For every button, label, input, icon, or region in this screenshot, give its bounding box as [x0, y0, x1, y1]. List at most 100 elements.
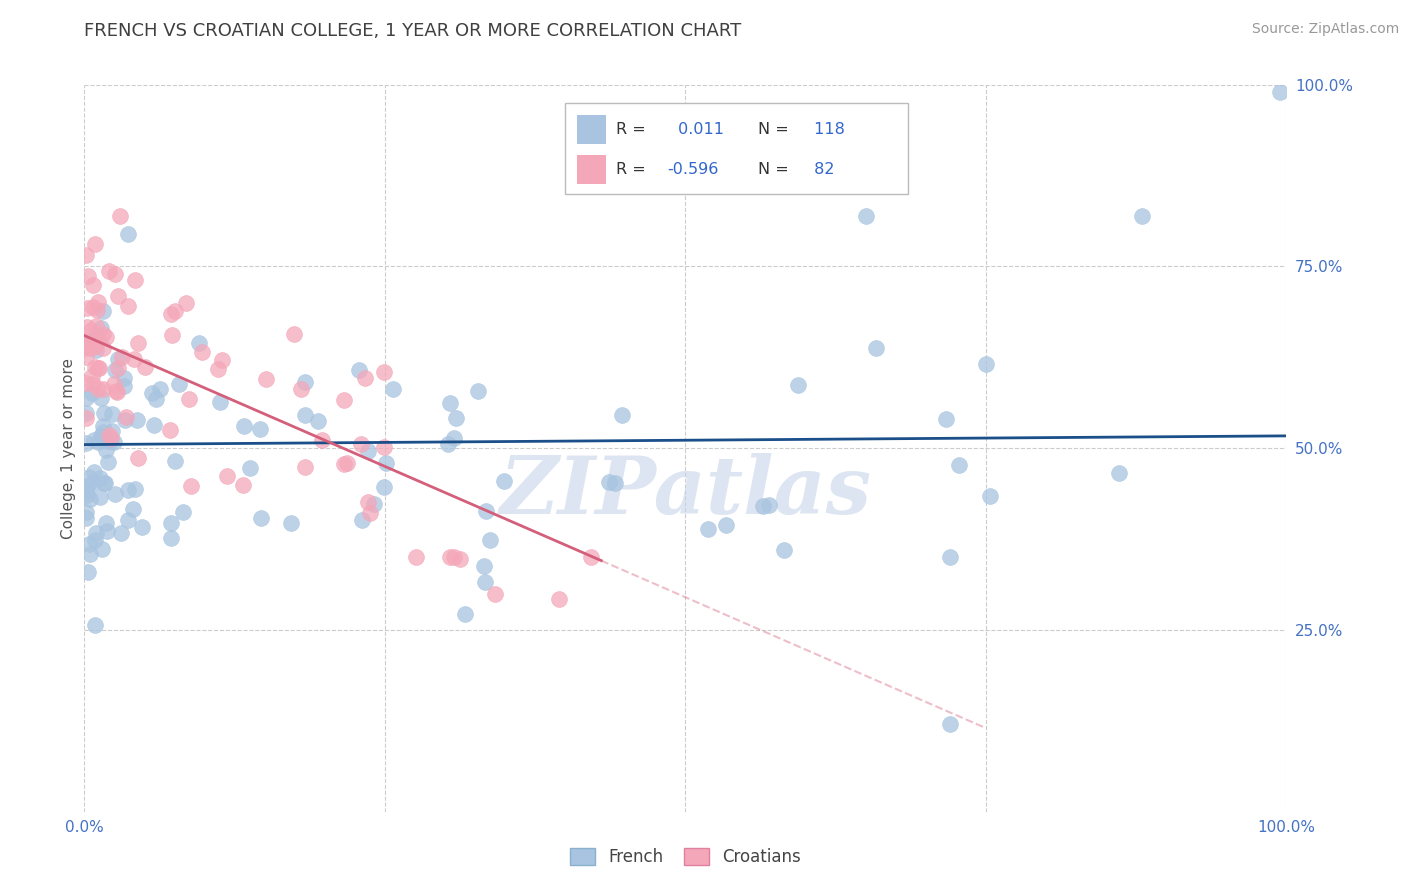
Point	[77, 269, 100, 284]
Point	[696, 523, 718, 537]
Point	[83, 340, 105, 354]
Text: N =: N =	[758, 121, 789, 136]
Point	[167, 376, 190, 391]
Point	[87, 361, 110, 376]
Point	[188, 335, 211, 350]
Point	[107, 289, 129, 303]
Point	[112, 370, 135, 384]
Point	[80, 338, 103, 352]
Point	[107, 385, 129, 400]
Point	[359, 506, 381, 520]
Point	[165, 304, 187, 318]
Point	[217, 468, 239, 483]
Point	[948, 458, 970, 473]
Point	[439, 396, 461, 410]
Point	[598, 475, 620, 490]
Point	[357, 444, 380, 458]
Point	[127, 336, 149, 351]
Text: -0.596: -0.596	[668, 161, 718, 177]
Point	[1130, 209, 1153, 223]
Point	[231, 477, 253, 491]
Point	[603, 476, 626, 491]
Point	[333, 457, 356, 471]
Point	[75, 340, 97, 354]
Point	[100, 431, 122, 445]
Point	[353, 371, 375, 385]
Point	[87, 295, 110, 310]
Point	[159, 307, 181, 321]
Legend: French, Croatians: French, Croatians	[564, 841, 807, 872]
Point	[474, 575, 496, 590]
Point	[75, 248, 97, 262]
Point	[107, 352, 129, 367]
Point	[444, 411, 467, 425]
Point	[211, 352, 233, 367]
Point	[96, 442, 118, 457]
Point	[83, 533, 105, 547]
Point	[714, 518, 737, 533]
Y-axis label: College, 1 year or more: College, 1 year or more	[60, 358, 76, 539]
Point	[87, 435, 110, 450]
Point	[283, 326, 305, 341]
Point	[93, 406, 115, 420]
Point	[548, 591, 571, 606]
Point	[104, 486, 127, 500]
Point	[443, 432, 465, 446]
Point	[111, 350, 134, 364]
Point	[84, 237, 107, 252]
Point	[77, 334, 100, 349]
Point	[110, 526, 132, 541]
Point	[91, 418, 114, 433]
Point	[124, 273, 146, 287]
Point	[91, 541, 114, 556]
Point	[84, 343, 107, 358]
Point	[79, 469, 101, 483]
Point	[439, 550, 461, 565]
Point	[87, 360, 110, 375]
Point	[332, 392, 354, 407]
Point	[112, 379, 135, 393]
Point	[141, 386, 163, 401]
Point	[786, 377, 808, 392]
Point	[855, 209, 877, 223]
Text: R =: R =	[616, 121, 645, 136]
Point	[94, 516, 117, 530]
Point	[91, 425, 114, 440]
Point	[77, 337, 100, 351]
Point	[160, 327, 183, 342]
Text: R =: R =	[616, 161, 645, 177]
Point	[96, 524, 118, 539]
Point	[207, 362, 229, 376]
Point	[114, 413, 136, 427]
Point	[751, 499, 773, 513]
FancyBboxPatch shape	[565, 103, 908, 194]
Point	[128, 450, 150, 465]
Point	[475, 504, 498, 518]
Point	[82, 377, 104, 392]
Point	[77, 478, 100, 492]
Point	[758, 498, 780, 512]
Point	[103, 376, 125, 391]
Point	[117, 227, 139, 242]
Point	[352, 513, 374, 527]
Point	[254, 372, 277, 386]
Point	[77, 537, 100, 551]
Point	[86, 382, 108, 396]
Point	[492, 474, 515, 488]
Point	[939, 717, 962, 731]
Point	[76, 488, 98, 502]
Point	[82, 278, 104, 293]
Point	[83, 465, 105, 479]
Point	[110, 209, 132, 223]
Point	[159, 424, 181, 438]
Point	[160, 531, 183, 545]
Point	[1270, 85, 1292, 99]
Point	[98, 434, 121, 448]
Point	[373, 440, 395, 454]
Point	[77, 342, 100, 356]
Point	[311, 433, 333, 447]
Point	[96, 434, 118, 449]
Point	[115, 409, 138, 424]
Point	[307, 414, 329, 428]
Point	[356, 495, 378, 509]
